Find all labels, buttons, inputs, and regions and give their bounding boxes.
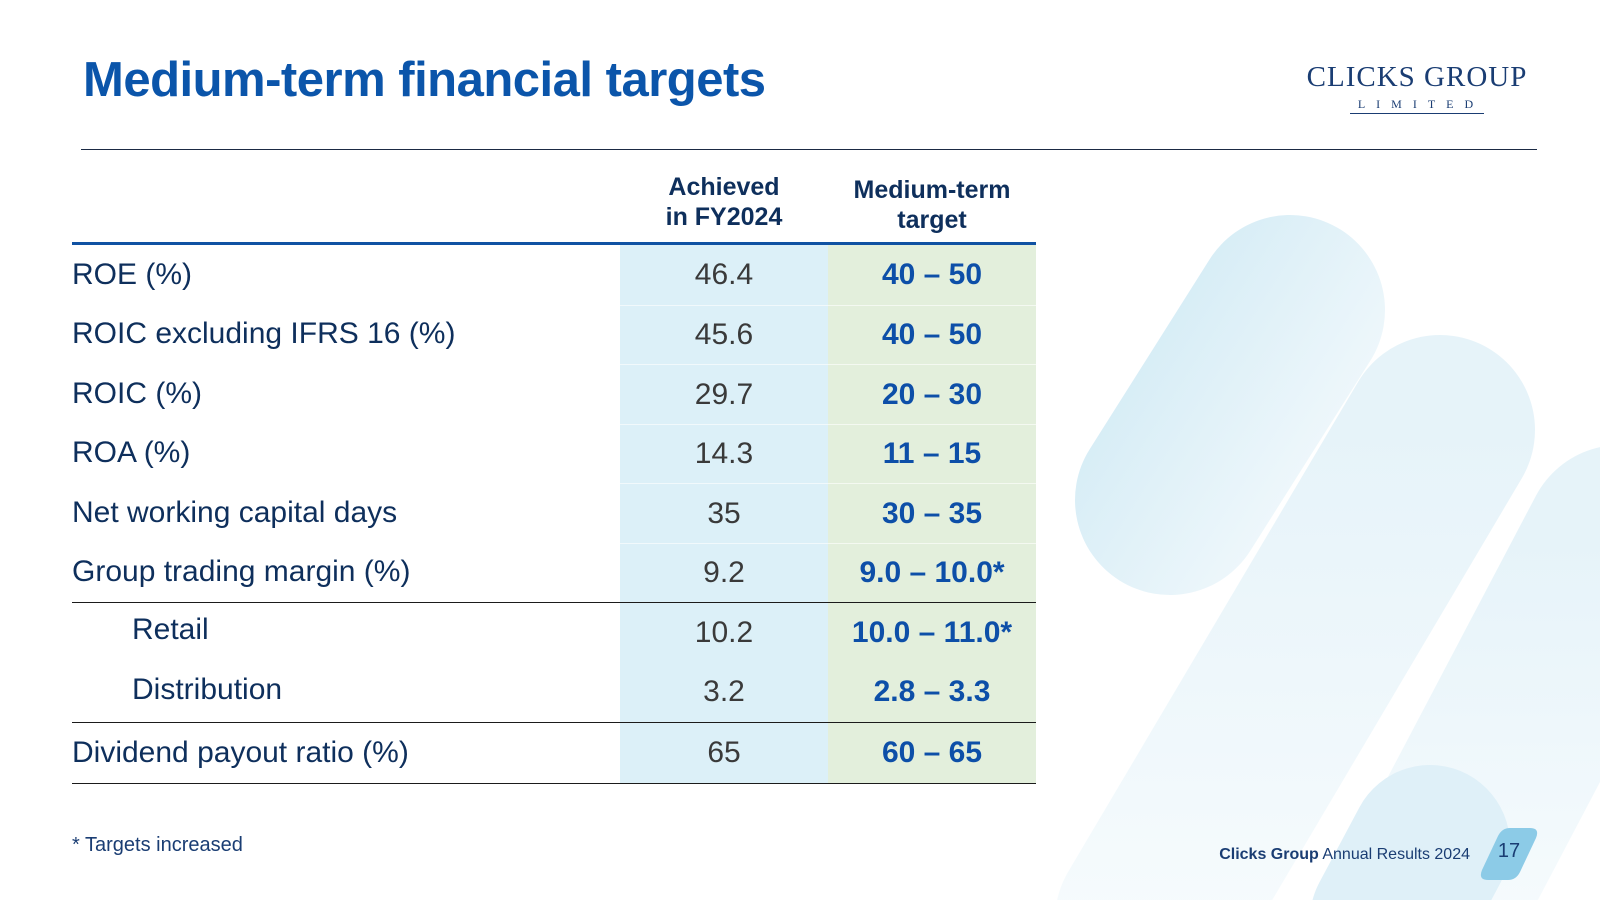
deco-stripe-1 [1075,215,1385,595]
row-label: ROA (%) [72,436,191,470]
achieved-value: 29.7 [620,364,828,425]
company-logo: CLICKS GROUP LIMITED [1296,60,1538,114]
target-value: 10.0 – 11.0* [828,603,1036,663]
achieved-value: 35 [620,483,828,544]
table-row: Retail 10.2 10.0 – 11.0* [72,602,1036,663]
slide-title: Medium-term financial targets [83,53,766,107]
footer-text: Annual Results 2024 [1322,846,1470,863]
header-target: Medium-term target [853,176,1011,234]
target-value: 9.0 – 10.0* [828,542,1036,603]
achieved-value: 14.3 [620,423,828,484]
table-header: Achieved in FY2024 Medium-term target [72,170,1036,245]
table-row: ROIC (%) 29.7 20 – 30 [72,364,1036,425]
row-label: ROIC excluding IFRS 16 (%) [72,317,456,351]
header-achieved: Achieved in FY2024 [665,173,783,231]
row-label: Net working capital days [72,495,398,529]
target-value: 40 – 50 [828,304,1036,365]
achieved-value: 65 [620,723,828,783]
table-row: Group trading margin (%) 9.2 9.0 – 10.0* [72,542,1036,603]
row-label: Dividend payout ratio (%) [72,735,409,769]
achieved-value: 10.2 [620,603,828,663]
table-row: ROA (%) 14.3 11 – 15 [72,423,1036,484]
achieved-value: 9.2 [620,542,828,603]
logo-main-text: CLICKS GROUP [1306,61,1528,93]
title-divider [81,149,1537,150]
table-row: ROIC excluding IFRS 16 (%) 45.6 40 – 50 [72,304,1036,365]
logo-sub-text: LIMITED [1349,95,1485,114]
row-label: ROE (%) [72,257,192,291]
achieved-value: 46.4 [620,245,828,305]
targets-table: Achieved in FY2024 Medium-term target ROE … [72,170,1036,784]
page-number-badge-shape [1480,828,1538,880]
row-label: Distribution [132,672,283,706]
row-label: Retail [132,613,209,646]
table-row: ROE (%) 46.4 40 – 50 [72,245,1036,305]
row-label: Group trading margin (%) [72,555,411,589]
table-row: Net working capital days 35 30 – 35 [72,483,1036,544]
table-row: Distribution 3.2 2.8 – 3.3 [72,662,1036,722]
footnote: * Targets increased [72,834,243,856]
target-value: 40 – 50 [828,245,1036,305]
target-value: 30 – 35 [828,483,1036,544]
target-value: 20 – 30 [828,364,1036,425]
target-value: 60 – 65 [828,723,1036,783]
target-value: 11 – 15 [828,423,1036,484]
achieved-value: 45.6 [620,304,828,365]
target-value: 2.8 – 3.3 [828,662,1036,722]
row-label: ROIC (%) [72,376,202,410]
page-number: 17 [1497,839,1521,862]
table-row: Dividend payout ratio (%) 65 60 – 65 [72,722,1036,784]
achieved-value: 3.2 [620,662,828,722]
deco-stripe-4 [1312,765,1510,900]
deco-stripe-2 [1057,335,1535,900]
footer-company: Clicks Group [1219,846,1319,863]
slide-footer: Clicks Group Annual Results 2024 [1219,846,1470,864]
